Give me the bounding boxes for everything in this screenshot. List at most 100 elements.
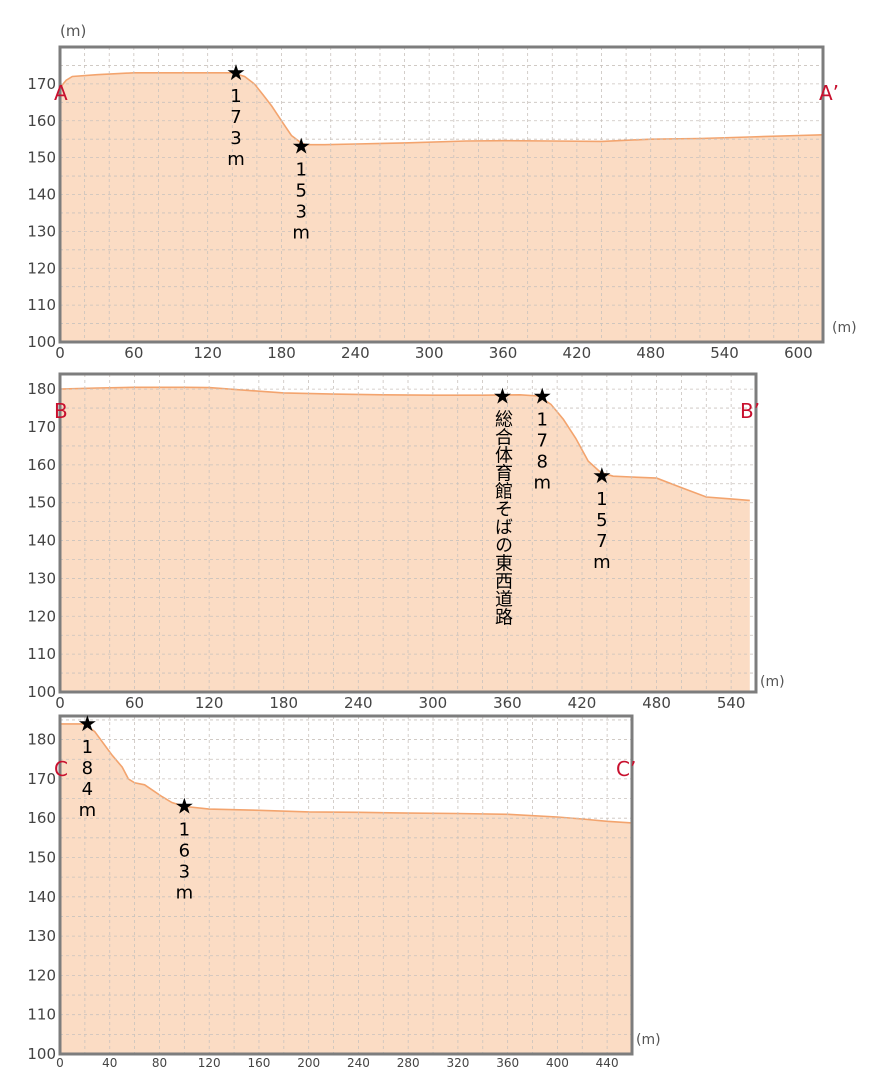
elevation-area bbox=[60, 387, 750, 692]
y-tick-label: 100 bbox=[27, 1045, 56, 1063]
end-point-label: C’ bbox=[616, 757, 636, 781]
start-point-label: B bbox=[54, 399, 68, 423]
x-tick-label: 160 bbox=[248, 1056, 271, 1068]
annotation-label: 184m bbox=[77, 737, 98, 821]
y-tick-label: 120 bbox=[27, 966, 56, 984]
x-tick-label: 180 bbox=[267, 344, 296, 362]
x-tick-label: 540 bbox=[710, 344, 739, 362]
chart-2: 100 110 120 130 140 150 160 170 180 0 60 120 180 240 3… bbox=[27, 372, 785, 712]
x-tick-label: 360 bbox=[489, 344, 518, 362]
star-marker: ★ bbox=[592, 464, 612, 489]
x-tick-label: 360 bbox=[493, 694, 522, 712]
y-tick-label: 160 bbox=[27, 456, 56, 474]
y-tick-label: 130 bbox=[27, 927, 56, 945]
annotation: ★173m bbox=[225, 61, 246, 170]
annotation-label: 157m bbox=[591, 489, 612, 573]
x-tick-label: 200 bbox=[297, 1056, 320, 1068]
x-tick-label: 120 bbox=[195, 694, 224, 712]
start-point-label: A bbox=[54, 81, 68, 105]
x-tick-label: 320 bbox=[446, 1056, 469, 1068]
x-tick-label: 0 bbox=[55, 344, 65, 362]
x-tick-label: 420 bbox=[568, 694, 597, 712]
x-tick-label: 240 bbox=[344, 694, 373, 712]
y-tick-label: 110 bbox=[27, 296, 56, 314]
x-tick-label: 180 bbox=[269, 694, 298, 712]
star-marker: ★ bbox=[532, 385, 552, 410]
x-tick-label: 480 bbox=[642, 694, 671, 712]
x-tick-label: 0 bbox=[56, 1056, 64, 1068]
end-point-label: A’ bbox=[819, 81, 839, 105]
y-tick-label: 140 bbox=[27, 532, 56, 550]
x-tick-label: 280 bbox=[397, 1056, 420, 1068]
x-tick-label: 420 bbox=[563, 344, 592, 362]
annotation: ★153m bbox=[291, 135, 312, 244]
elevation-area bbox=[60, 723, 632, 1054]
x-tick-label: 360 bbox=[496, 1056, 519, 1068]
annotation-label: 163m bbox=[174, 819, 195, 903]
x-tick-label: 480 bbox=[636, 344, 665, 362]
y-tick-label: 180 bbox=[27, 380, 56, 398]
plot-frame bbox=[58, 372, 758, 694]
y-tick-label: 120 bbox=[27, 259, 56, 277]
y-tick-label: 160 bbox=[27, 112, 56, 130]
y-tick-label: 110 bbox=[27, 645, 56, 663]
x-tick-label: 80 bbox=[152, 1056, 167, 1068]
y-tick-label: 170 bbox=[27, 75, 56, 93]
x-tick-label: 600 bbox=[784, 344, 813, 362]
y-tick-label: 150 bbox=[27, 149, 56, 167]
annotation-label: 153m bbox=[291, 160, 312, 244]
y-tick-label: 120 bbox=[27, 607, 56, 625]
y-tick-label: 170 bbox=[27, 770, 56, 788]
x-axis-unit: (m) bbox=[636, 1032, 661, 1048]
chart-1: 100 110 120 130 140 150 160 170 0 60 120 180 240 300 3… bbox=[27, 22, 856, 362]
x-tick-label: 60 bbox=[124, 344, 143, 362]
x-tick-label: 40 bbox=[102, 1056, 117, 1068]
y-tick-label: 170 bbox=[27, 418, 56, 436]
y-tick-label: 130 bbox=[27, 222, 56, 240]
end-point-label: B’ bbox=[740, 399, 760, 423]
y-tick-label: 130 bbox=[27, 569, 56, 587]
y-tick-label: 180 bbox=[27, 731, 56, 749]
x-axis-unit: (m) bbox=[832, 320, 857, 336]
x-tick-label: 300 bbox=[419, 694, 448, 712]
y-tick-label: 100 bbox=[27, 333, 56, 351]
x-tick-label: 120 bbox=[193, 344, 222, 362]
elevation-line bbox=[59, 72, 824, 146]
y-tick-label: 150 bbox=[27, 848, 56, 866]
annotation-label: 178m bbox=[532, 410, 553, 494]
x-tick-label: 240 bbox=[347, 1056, 370, 1068]
x-tick-label: 300 bbox=[415, 344, 444, 362]
annotation: ★総合体育館そばの東西道路 bbox=[492, 385, 513, 626]
x-tick-label: 440 bbox=[596, 1056, 619, 1068]
start-point-label: C bbox=[54, 757, 68, 781]
y-tick-label: 140 bbox=[27, 888, 56, 906]
annotation: ★157m bbox=[591, 464, 612, 573]
y-axis-unit: (m) bbox=[60, 22, 86, 40]
x-tick-label: 540 bbox=[717, 694, 746, 712]
y-tick-label: 150 bbox=[27, 494, 56, 512]
plot-frame bbox=[58, 714, 634, 1056]
plot-frame bbox=[58, 45, 825, 344]
x-tick-label: 120 bbox=[198, 1056, 221, 1068]
x-tick-label: 240 bbox=[341, 344, 370, 362]
annotation: ★184m bbox=[77, 712, 98, 821]
y-tick-label: 140 bbox=[27, 186, 56, 204]
star-marker: ★ bbox=[493, 385, 513, 410]
y-tick-label: 110 bbox=[27, 1006, 56, 1024]
annotation-label: 総合体育館そばの東西道路 bbox=[492, 410, 513, 626]
x-axis-unit: (m) bbox=[760, 674, 785, 690]
chart-3: 100 110 120 130 140 150 160 170 180 0 40 80 120 160 20… bbox=[27, 712, 661, 1070]
y-tick-label: 160 bbox=[27, 809, 56, 827]
star-marker: ★ bbox=[174, 794, 194, 819]
annotation: ★163m bbox=[174, 794, 195, 903]
star-marker: ★ bbox=[77, 712, 97, 737]
annotation: ★178m bbox=[532, 385, 553, 494]
star-marker: ★ bbox=[291, 135, 311, 160]
y-tick-label: 100 bbox=[27, 683, 56, 701]
x-tick-label: 0 bbox=[55, 694, 65, 712]
x-tick-label: 400 bbox=[546, 1056, 569, 1068]
annotation-label: 173m bbox=[225, 86, 246, 170]
star-marker: ★ bbox=[226, 61, 246, 86]
